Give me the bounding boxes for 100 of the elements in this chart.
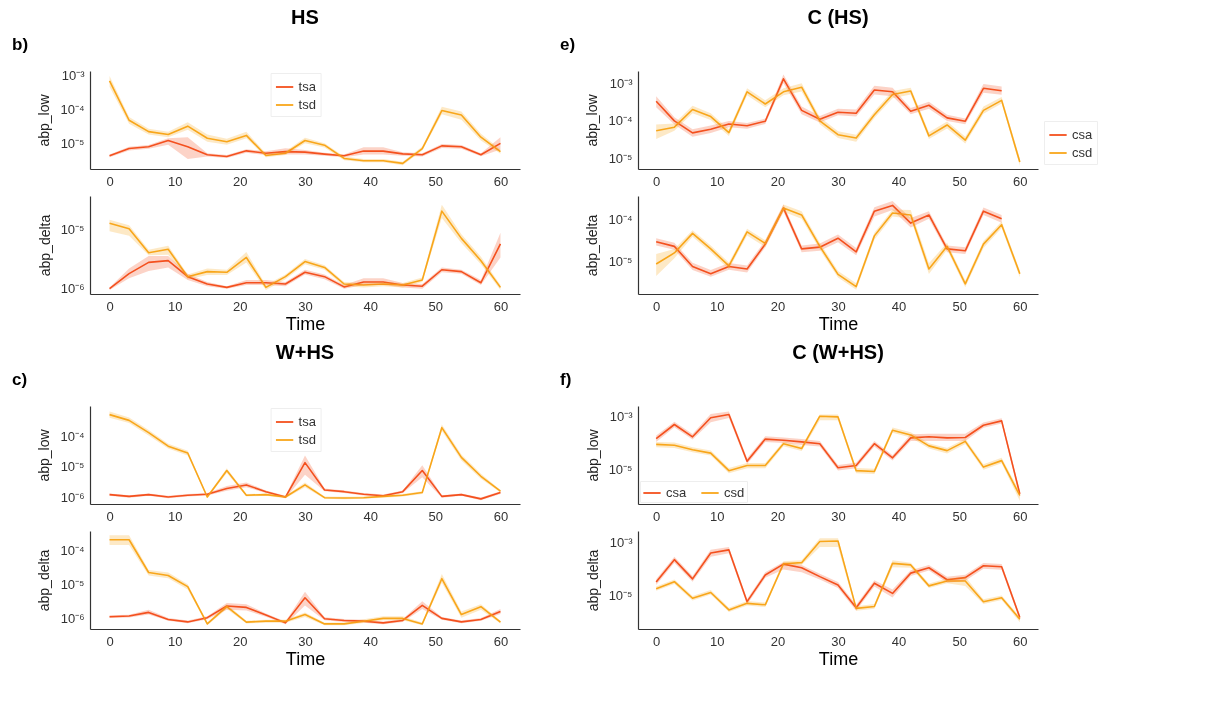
x-tick-label: 30	[831, 173, 846, 189]
x-tick-label: 0	[106, 508, 114, 524]
x-tick-label: 20	[770, 633, 786, 649]
y-tick-label: 10⁻⁴	[608, 212, 633, 228]
x-tick-label: 50	[952, 633, 967, 649]
x-tick-label: 30	[831, 508, 846, 524]
y-tick-label: 10⁻⁵	[60, 222, 85, 238]
x-tick-label: 50	[952, 298, 967, 314]
y-tick-label: 10⁻⁵	[608, 462, 633, 478]
y-tick-label: 10⁻⁵	[60, 576, 85, 592]
x-tick-label: 40	[363, 173, 378, 189]
x-axis-title: Time	[285, 648, 326, 669]
y-tick-label: 10⁻⁴	[60, 102, 85, 118]
x-tick-label: 20	[770, 508, 786, 524]
x-tick-label: 30	[298, 508, 313, 524]
chart-title: C (HS)	[807, 6, 869, 28]
y-tick-label: 10⁻³	[609, 408, 634, 424]
x-tick-label: 10	[710, 633, 725, 649]
y-tick-label: 10⁻⁴	[608, 113, 633, 129]
legend-label: tsd	[298, 97, 316, 112]
text: c)	[12, 370, 28, 389]
x-tick-label: 0	[653, 173, 661, 189]
legend-label: tsd	[298, 432, 316, 447]
x-tick-label: 20	[770, 298, 786, 314]
x-tick-label: 60	[1013, 173, 1028, 189]
y-tick-label: 10⁻⁵	[60, 459, 85, 475]
y-tick-label: 10⁻⁵	[608, 253, 633, 269]
text: f)	[560, 370, 572, 389]
legend-label: tsa	[298, 79, 317, 94]
x-tick-label: 20	[770, 173, 786, 189]
x-tick-label: 0	[106, 173, 114, 189]
y-tick-label: 10⁻³	[61, 68, 86, 84]
y-tick-label: 10⁻⁵	[608, 588, 633, 604]
x-tick-label: 20	[233, 508, 248, 524]
y-tick-label: 10⁻⁶	[60, 281, 85, 297]
legend-label: csd	[1072, 145, 1093, 160]
chart-title: C (W+HS)	[792, 341, 884, 363]
x-tick-label: 20	[233, 173, 248, 189]
x-tick-label: 50	[428, 298, 444, 314]
x-tick-label: 60	[493, 508, 509, 524]
y-axis-title: abp_low	[584, 93, 601, 147]
y-tick-label: 10⁻⁶	[60, 489, 85, 505]
y-axis-title: abp_low	[36, 428, 53, 482]
y-tick-label: 10⁻³	[609, 534, 634, 550]
x-axis-title: Time	[285, 313, 326, 334]
x-tick-label: 40	[891, 173, 907, 189]
y-tick-label: 10⁻⁴	[60, 428, 85, 444]
line-series	[108, 461, 502, 500]
x-tick-label: 60	[493, 298, 509, 314]
x-tick-label: 60	[493, 173, 509, 189]
x-tick-label: 20	[233, 298, 248, 314]
x-tick-label: 40	[363, 633, 378, 649]
x-tick-label: 10	[710, 298, 725, 314]
x-tick-label: 30	[298, 298, 313, 314]
y-axis-title: abp_delta	[36, 214, 53, 277]
y-axis-title: abp_delta	[584, 214, 601, 277]
x-tick-label: 40	[891, 633, 907, 649]
y-tick-label: 10⁻⁶	[60, 610, 85, 626]
x-tick-label: 10	[710, 508, 725, 524]
x-tick-label: 60	[1013, 298, 1028, 314]
x-tick-label: 50	[428, 508, 444, 524]
y-axis-title: abp_delta	[36, 549, 53, 612]
line-series	[108, 243, 502, 290]
x-tick-label: 40	[363, 508, 378, 524]
y-tick-label: 10⁻³	[609, 75, 634, 91]
x-tick-label: 40	[363, 298, 378, 314]
y-axis-title: abp_low	[584, 428, 601, 482]
x-tick-label: 50	[952, 508, 967, 524]
x-tick-label: 60	[493, 633, 509, 649]
x-tick-label: 0	[653, 633, 661, 649]
x-tick-label: 30	[298, 633, 313, 649]
chart-title: HS	[291, 6, 319, 28]
y-tick-label: 10⁻⁴	[60, 542, 85, 558]
text: b)	[12, 35, 29, 54]
x-tick-label: 40	[891, 298, 907, 314]
x-tick-label: 10	[710, 173, 725, 189]
x-tick-label: 30	[831, 298, 846, 314]
x-tick-label: 10	[167, 173, 183, 189]
x-tick-label: 50	[428, 633, 444, 649]
x-tick-label: 0	[106, 298, 114, 314]
x-axis-title: Time	[818, 648, 859, 669]
x-tick-label: 10	[167, 508, 183, 524]
y-axis-title: abp_low	[36, 93, 53, 147]
y-tick-label: 10⁻⁵	[608, 151, 633, 167]
y-tick-label: 10⁻⁵	[60, 135, 85, 151]
chart-title: W+HS	[275, 341, 335, 363]
text: e)	[560, 35, 576, 54]
x-tick-label: 0	[653, 298, 661, 314]
x-tick-label: 50	[952, 173, 967, 189]
x-axis-title: Time	[818, 313, 859, 334]
x-tick-label: 20	[233, 633, 248, 649]
x-tick-label: 0	[106, 633, 114, 649]
line-series	[108, 597, 502, 624]
x-tick-label: 10	[167, 633, 183, 649]
x-tick-label: 50	[428, 173, 444, 189]
legend-label: tsa	[298, 414, 317, 429]
x-tick-label: 10	[167, 298, 183, 314]
x-tick-label: 40	[891, 508, 907, 524]
x-tick-label: 60	[1013, 508, 1028, 524]
x-tick-label: 60	[1013, 633, 1028, 649]
